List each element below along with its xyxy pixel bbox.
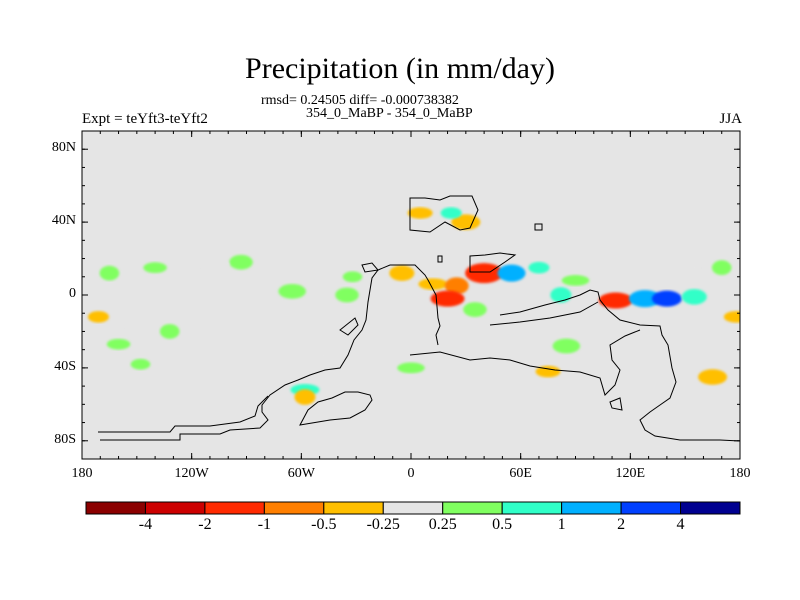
anomaly-region xyxy=(294,389,316,405)
x-tick-label: 180 xyxy=(729,466,751,481)
x-tick-label: 60W xyxy=(287,466,315,481)
colorbar-level-label: 1 xyxy=(557,516,566,533)
plot-background xyxy=(82,131,740,459)
x-tick-label: 180 xyxy=(71,466,93,481)
anomaly-region xyxy=(444,277,469,295)
chart-title: Precipitation (in mm/day) xyxy=(245,52,555,85)
case-line: 354_0_MaBP - 354_0_MaBP xyxy=(306,106,473,121)
anomaly-layer xyxy=(87,207,740,405)
anomaly-region xyxy=(319,345,339,361)
anomaly-region xyxy=(721,384,740,396)
coastline-contour xyxy=(98,395,269,433)
colorbar-swatch xyxy=(85,501,146,515)
anomaly-region xyxy=(335,287,359,303)
anomaly-region xyxy=(598,292,633,309)
x-tick-label: 60E xyxy=(509,466,532,481)
y-tick-label: 40S xyxy=(54,358,76,374)
colorbar-swatch xyxy=(382,501,444,515)
colorbar-swatch xyxy=(263,501,325,515)
colorbar-level-label: 0.5 xyxy=(492,516,513,533)
colorbar-swatch xyxy=(323,501,384,515)
anomaly-region xyxy=(711,260,732,276)
anomaly-region xyxy=(187,320,215,332)
coastline-contour xyxy=(489,301,599,326)
anomaly-region xyxy=(497,264,526,282)
colorbar-swatch xyxy=(442,501,503,515)
anomaly-region xyxy=(99,375,127,390)
coastline-contour xyxy=(609,397,623,411)
colorbar-swatch xyxy=(144,501,206,515)
colorbar-swatch xyxy=(204,501,265,515)
anomaly-region xyxy=(106,338,131,350)
anomaly-region xyxy=(407,207,433,219)
anomaly-region xyxy=(552,338,581,354)
colorbar-level-label: 2 xyxy=(617,516,626,533)
colorbar-level-label: -1 xyxy=(257,516,272,533)
y-tick-label: 80S xyxy=(54,431,76,447)
anomaly-region xyxy=(723,311,740,323)
anomaly-region xyxy=(159,324,180,339)
anomaly-region xyxy=(278,283,306,299)
anomaly-region xyxy=(550,287,572,303)
anomaly-region xyxy=(535,365,561,378)
x-tick-label: 120E xyxy=(615,466,646,481)
anomaly-region xyxy=(698,369,728,385)
anomaly-region xyxy=(528,261,550,274)
axis-ticks xyxy=(81,131,741,459)
coastline-contour xyxy=(339,317,359,336)
x-tick-label: 0 xyxy=(407,466,415,481)
coastline-contour xyxy=(409,329,641,396)
colorbar-swatch xyxy=(680,501,741,515)
coastline-contour xyxy=(409,195,479,233)
colorbar-swatch xyxy=(561,501,622,515)
colorbar-swatch xyxy=(620,501,682,515)
anomaly-region xyxy=(451,214,481,230)
experiment-label: Expt = teYft3-teYft2 xyxy=(82,111,208,127)
y-tick-label: 80N xyxy=(51,140,76,156)
coastline-contour xyxy=(499,289,740,442)
anomaly-region xyxy=(143,262,167,274)
coastline-contour xyxy=(361,262,379,273)
anomaly-region xyxy=(389,265,415,281)
anomaly-region xyxy=(671,262,699,274)
colorbar-level-label: -4 xyxy=(138,516,153,533)
anomaly-region xyxy=(628,290,661,308)
anomaly-region xyxy=(465,263,504,284)
anomaly-region xyxy=(681,289,707,305)
anomaly-region xyxy=(397,362,425,374)
y-tick-label: 40N xyxy=(51,213,76,229)
anomaly-region xyxy=(229,254,253,270)
colorbar-level-label: -0.5 xyxy=(311,516,337,533)
anomaly-region xyxy=(342,271,363,283)
coastline-contour xyxy=(100,264,441,441)
anomaly-region xyxy=(125,314,149,330)
anomaly-region xyxy=(651,290,682,307)
anomaly-region xyxy=(130,358,151,370)
colorbar-level-label: 0.25 xyxy=(428,516,457,533)
y-tick-label: 0 xyxy=(69,286,76,301)
coastline-contour xyxy=(469,252,517,273)
anomaly-region xyxy=(440,207,462,219)
anomaly-region xyxy=(87,311,109,323)
coastline-layer xyxy=(98,195,740,442)
season-label: JJA xyxy=(719,111,742,127)
stats-line: rmsd= 0.24505 diff= -0.000738382 xyxy=(261,93,459,108)
coastline-contour xyxy=(437,255,443,263)
anomaly-region xyxy=(99,265,120,281)
anomaly-region xyxy=(418,278,448,290)
coastline-contour xyxy=(534,223,543,231)
anomaly-region xyxy=(463,302,487,317)
colorbar-level-label: -2 xyxy=(198,516,212,533)
anomaly-region xyxy=(201,258,230,270)
colorbar-level-label: -0.25 xyxy=(366,516,400,533)
anomaly-region xyxy=(561,275,590,286)
x-tick-label: 120W xyxy=(174,466,209,481)
anomaly-region xyxy=(430,290,465,307)
coastline-contour xyxy=(299,391,373,426)
colorbar-level-label: 4 xyxy=(676,516,685,533)
colorbar-swatch xyxy=(501,501,563,515)
